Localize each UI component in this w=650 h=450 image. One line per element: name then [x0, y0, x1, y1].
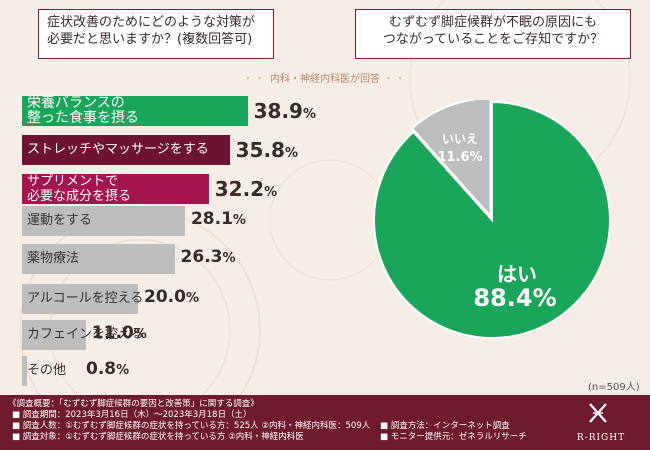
right-question-box: むずむず脚症候群が不眠の原因にも つながっていることをご存知ですか？ — [355, 9, 631, 59]
bar-value-unit-1: % — [302, 107, 316, 122]
left-question-box: 症状改善のためにどのような対策が 必要だと思いますか？(複数回答可) — [38, 9, 274, 59]
bar-5 — [22, 244, 175, 274]
brand-logo-icon — [589, 403, 607, 423]
bar-value-6: 20.0% — [144, 287, 199, 307]
sample-size: (n=509人) — [588, 382, 640, 393]
bar-value-unit-2: % — [284, 146, 299, 161]
bar-value-3: 32.2% — [215, 177, 277, 201]
bar-2 — [22, 135, 230, 165]
footer-title: 《調査概要：「むずむず脚症候群の要因と改善策」に関する調査》 — [8, 399, 259, 409]
bar-value-number-4: 28.1 — [190, 209, 233, 229]
bar-value-unit-6: % — [185, 291, 199, 306]
bar-1 — [22, 96, 248, 126]
bar-value-5: 26.3% — [181, 247, 236, 267]
dots-right: ・・ — [383, 74, 408, 85]
footer-count: ■ 調査人数：①むずむず脚症候群の症状を持っている方：525人 ②内科・神経内科… — [12, 421, 371, 431]
bar-value-number-2: 35.8 — [235, 138, 285, 162]
bar-value-unit-5: % — [222, 251, 236, 266]
bar-value-unit-4: % — [232, 213, 246, 228]
bar-3 — [22, 174, 209, 204]
respondent-note-text: 内科・神経内科医が回答 — [270, 74, 380, 85]
bar-4 — [22, 206, 185, 236]
bar-value-1: 38.9% — [254, 99, 316, 123]
bar-value-4: 28.1% — [191, 209, 246, 229]
bar-value-7: 11.0% — [92, 323, 147, 343]
pie-slice-yes — [373, 100, 611, 339]
pie-value-no: 11.6% — [437, 150, 483, 165]
bar-label-4: 運動をする — [27, 213, 93, 228]
pie-svg — [373, 97, 611, 339]
bar-value-number-7: 11.0 — [91, 323, 134, 343]
bar-value-number-3: 32.2 — [214, 177, 265, 201]
footer-provider: ■ モニター提供元：ゼネラルリサーチ — [380, 432, 527, 442]
bar-7 — [22, 320, 86, 350]
bar-label-2: ストレッチやマッサージをする — [27, 142, 209, 157]
respondent-note: ・・ 内科・神経内科医が回答 ・・ — [200, 70, 450, 85]
bar-label-5: 薬物療法 — [27, 251, 80, 266]
bar-value-number-1: 38.9 — [253, 99, 303, 123]
bar-label-3: サプリメントで 必要な成分を摂る — [27, 174, 132, 204]
bar-value-8: 0.8% — [86, 359, 129, 379]
bar-value-unit-7: % — [133, 327, 147, 342]
bar-value-unit-8: % — [116, 363, 130, 378]
bar-value-number-5: 26.3 — [180, 247, 223, 267]
bar-label-6: アルコールを控える — [27, 291, 144, 306]
pie-label-no: いいえ — [441, 132, 478, 146]
dots-left: ・・ — [242, 74, 267, 85]
bar-label-1: 栄養バランスの 整った食事を摂る — [27, 95, 139, 126]
footer-band: 《調査概要：「むずむず脚症候群の要因と改善策」に関する調査》 ■ 調査期間：20… — [0, 395, 650, 450]
pie-chart — [372, 97, 612, 340]
bar-value-unit-3: % — [264, 185, 278, 200]
footer-method: ■ 調査方法：インターネット調査 — [380, 421, 510, 431]
footer-period: ■ 調査期間：2023年3月16日（木）〜2023年3月18日（土） — [12, 410, 252, 420]
pie-value-yes: 88.4% — [473, 284, 557, 312]
brand-name: R-RIGHT — [576, 433, 626, 443]
footer-target: ■ 調査対象：①むずむず脚症候群の症状を持っている方 ②内科・神経内科医 — [12, 432, 304, 442]
bar-value-number-6: 20.0 — [144, 287, 186, 307]
bar-6 — [22, 284, 138, 314]
bar-value-number-8: 0.8 — [86, 359, 117, 379]
bar-label-8: その他 — [27, 363, 67, 378]
bar-value-2: 35.8% — [236, 138, 298, 162]
bar-label-7: カフェインを控える — [27, 327, 144, 342]
pie-label-yes: はい — [497, 262, 537, 286]
bar-8 — [22, 356, 27, 386]
